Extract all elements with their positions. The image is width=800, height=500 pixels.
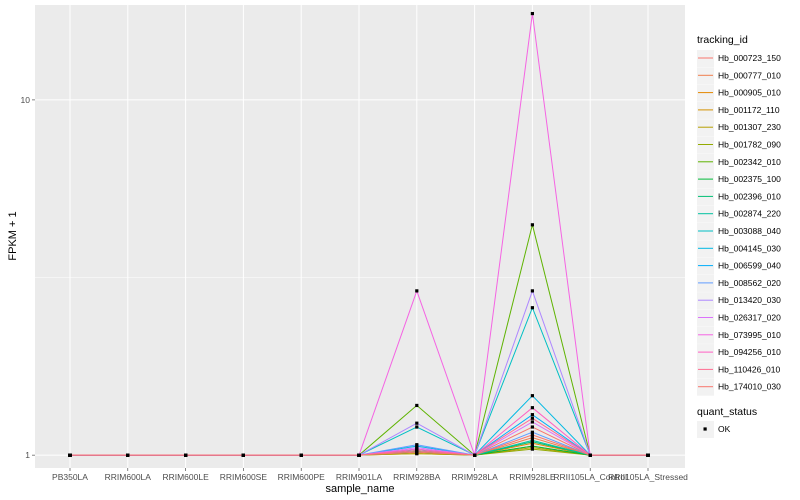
legend-label: Hb_000905_010	[718, 88, 781, 98]
legend-label: Hb_002375_100	[718, 174, 781, 184]
data-point	[646, 453, 650, 457]
y-axis-title: FPKM + 1	[7, 211, 19, 260]
legend-label: Hb_026317_020	[718, 313, 781, 323]
x-axis: PB350LA RRIM600LA RRIM600LE RRIM600SE RRIM60…	[52, 468, 688, 482]
data-point	[530, 420, 534, 424]
y-tick-label: 1	[25, 450, 30, 460]
data-point	[473, 453, 477, 457]
legend-label: OK	[718, 424, 731, 434]
x-tick-label: RRIM928LA	[451, 472, 498, 482]
legend-key-point	[703, 427, 707, 431]
data-point	[415, 403, 419, 408]
legend-label: Hb_000777_010	[718, 70, 781, 80]
data-point	[530, 413, 534, 417]
data-point	[530, 406, 534, 410]
x-tick-label: RRII105LA_Stressed	[608, 472, 688, 482]
legend-label: Hb_110426_010	[718, 364, 781, 374]
legend-shape-items: OK	[697, 421, 731, 438]
data-point	[588, 453, 592, 457]
data-point	[530, 430, 534, 434]
data-point	[530, 425, 534, 429]
data-point	[530, 438, 534, 443]
y-tick-label: 10	[21, 95, 31, 105]
legend-label: Hb_001172_110	[718, 105, 780, 115]
y-axis: 1 10	[21, 95, 35, 460]
legend-label: Hb_008562_020	[718, 278, 781, 288]
data-point	[530, 447, 534, 451]
data-point	[415, 450, 419, 454]
legend-label: Hb_002874_220	[718, 209, 781, 219]
data-point	[530, 289, 534, 293]
data-point	[530, 394, 534, 398]
legend-label: Hb_001307_230	[718, 122, 781, 132]
data-point	[530, 436, 534, 440]
data-point	[530, 433, 534, 437]
data-point	[415, 443, 419, 447]
legend-label: Hb_073995_010	[718, 330, 781, 340]
data-points	[68, 11, 650, 457]
x-tick-label: RRIM600PE	[278, 472, 326, 482]
legend-title-tracking-id: tracking_id	[697, 34, 748, 46]
x-tick-label: RRIM600SE	[220, 472, 268, 482]
data-point	[530, 444, 534, 448]
data-point	[126, 453, 130, 457]
data-point	[530, 223, 534, 227]
data-point	[530, 416, 534, 420]
legend-label: Hb_006599_040	[718, 261, 781, 271]
x-axis-title: sample_name	[325, 483, 394, 495]
data-point	[68, 453, 72, 457]
x-tick-label: PB350LA	[52, 472, 88, 482]
legend-label: Hb_001782_090	[718, 140, 781, 150]
data-point	[530, 306, 534, 310]
data-point	[241, 453, 245, 457]
legend-label: Hb_094256_010	[718, 347, 781, 357]
legend-label: Hb_003088_040	[718, 226, 781, 236]
legend-title-quant-status: quant_status	[697, 406, 757, 418]
legend: tracking_id Hb_000723_150Hb_000777_010Hb…	[697, 34, 781, 438]
x-tick-label: RRIM928LE	[509, 472, 556, 482]
data-point	[184, 453, 188, 457]
legend-label: Hb_002396_010	[718, 191, 781, 201]
legend-label: Hb_013420_030	[718, 295, 781, 305]
legend-label: Hb_000723_150	[718, 53, 781, 63]
legend-label: Hb_004145_030	[718, 243, 781, 253]
data-point	[415, 425, 419, 429]
data-point	[357, 453, 361, 457]
x-tick-label: RRIM901LA	[336, 472, 383, 482]
data-point	[299, 453, 303, 457]
legend-label: Hb_002342_010	[718, 157, 781, 167]
data-point	[415, 289, 419, 293]
x-tick-label: RRIM928BA	[393, 472, 441, 482]
data-point	[530, 11, 534, 16]
grid-major	[35, 5, 685, 468]
data-point	[415, 421, 419, 425]
legend-series-items: Hb_000723_150 Hb_000777_010 Hb_000905_010 H…	[697, 50, 781, 396]
x-tick-label: RRIM600LE	[162, 472, 209, 482]
legend-label: Hb_174010_030	[718, 382, 781, 392]
x-tick-label: RRII105LA_Control	[553, 472, 627, 482]
plot-panel	[35, 5, 685, 468]
x-tick-label: RRIM600LA	[105, 472, 152, 482]
